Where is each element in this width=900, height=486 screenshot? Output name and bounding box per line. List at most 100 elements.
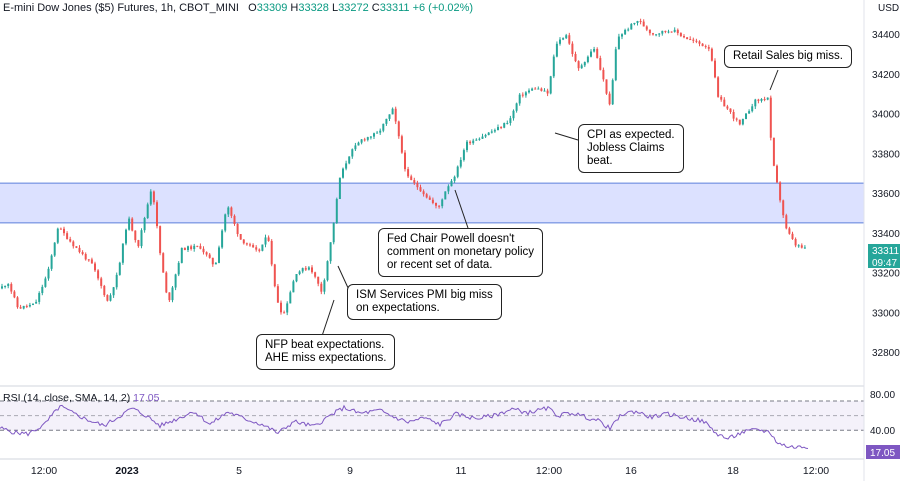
candle-body	[571, 43, 574, 54]
candle-body	[273, 264, 276, 287]
candle-body	[599, 58, 602, 70]
candle-body	[357, 142, 360, 146]
candle-body	[456, 166, 459, 177]
candle-body	[506, 122, 509, 124]
candle-body	[673, 29, 676, 32]
candle-body	[590, 51, 592, 57]
candle-body	[400, 136, 403, 153]
candle-body	[450, 180, 453, 187]
candle-body	[701, 43, 704, 47]
candle-body	[583, 62, 586, 66]
candle-body	[692, 39, 695, 41]
candle-body	[664, 30, 667, 32]
annotation-cpi[interactable]: CPI as expected. Jobless Claims beat.	[578, 124, 684, 173]
candle-body	[776, 165, 778, 183]
candle-body	[763, 99, 766, 101]
price-tick-34000: 34000	[872, 110, 900, 121]
annotation-nfp[interactable]: NFP beat expectations. AHE miss expectat…	[256, 334, 396, 370]
candle-body	[342, 168, 344, 178]
candle-body	[283, 312, 286, 314]
candle-body	[391, 108, 394, 115]
candle-body	[537, 88, 540, 90]
annotation-ism[interactable]: ISM Services PMI big miss on expectation…	[347, 284, 502, 320]
candle-body	[490, 131, 493, 133]
candle-body	[227, 207, 230, 215]
candle-body	[394, 108, 397, 122]
candle-body	[354, 145, 357, 150]
candle-body	[735, 118, 738, 120]
candle-body	[162, 253, 165, 273]
price-tick-34200: 34200	[872, 70, 900, 81]
candle-body	[385, 118, 388, 124]
candle-body	[103, 285, 106, 296]
candle-body	[379, 130, 382, 133]
candle-body	[602, 69, 605, 80]
change-value: +6 (+0.02%)	[412, 2, 474, 14]
time-axis[interactable]: 12:00 2023 5 9 11 12:00 16 18 12:00	[31, 465, 829, 477]
last-price-tag	[868, 244, 900, 268]
candle-body	[515, 103, 518, 111]
candle-body	[115, 274, 118, 288]
candle-body	[25, 305, 28, 307]
candle-body	[320, 283, 323, 292]
price-axis: 32800 33000 33200 33400 33600 33800 34000 34200…	[872, 30, 900, 359]
rsi-label: RSI (14, close, SMA, 14, 2)	[3, 392, 131, 404]
rsi-value-tag-text: 17.05	[870, 448, 895, 459]
candle-body	[87, 259, 90, 261]
candle-body	[329, 242, 332, 262]
annotation-retail-sales[interactable]: Retail Sales big miss.	[724, 45, 852, 68]
last-price-value: 33311	[872, 246, 900, 257]
candle-body	[261, 244, 264, 251]
candle-body	[707, 47, 710, 49]
candle-body	[624, 29, 627, 35]
candle-body	[50, 255, 53, 269]
candle-body	[503, 123, 506, 128]
candle-body	[137, 240, 140, 247]
candle-body	[236, 223, 239, 235]
candle-body	[633, 22, 636, 25]
candle-body	[388, 114, 391, 119]
candle-body	[41, 286, 44, 294]
candle-body	[593, 49, 596, 52]
candle-body	[106, 295, 109, 301]
candle-body	[425, 194, 428, 198]
open-label: O	[248, 2, 257, 14]
countdown-timer: 09:47	[872, 258, 897, 269]
candle-body	[317, 276, 320, 284]
candlestick-series	[1, 18, 806, 316]
candle-body	[165, 272, 168, 293]
candle-body	[180, 247, 183, 263]
candle-body	[326, 261, 329, 281]
candle-body	[617, 36, 620, 50]
candle-body	[28, 304, 31, 307]
candle-body	[81, 252, 84, 255]
candle-body	[32, 303, 34, 305]
candle-body	[214, 262, 217, 265]
candle-body	[187, 246, 189, 250]
candle-body	[345, 163, 348, 169]
candle-body	[714, 60, 716, 78]
candle-body	[121, 243, 124, 263]
candle-body	[63, 228, 65, 234]
candle-body	[202, 248, 205, 253]
candle-body	[373, 133, 375, 137]
candle-body	[286, 303, 289, 313]
candle-body	[670, 31, 673, 33]
candle-body	[698, 41, 701, 44]
symbol-title: E-mini Dow Jones ($5) Futures, 1h, CBOT_…	[3, 2, 239, 14]
time-tick-label: 11	[456, 465, 467, 477]
candle-body	[159, 226, 162, 254]
candle-body	[295, 274, 298, 282]
candle-body	[332, 223, 335, 243]
candle-body	[140, 230, 143, 247]
candle-body	[565, 35, 568, 39]
candle-body	[72, 241, 75, 247]
legend-header: E-mini Dow Jones ($5) Futures, 1h, CBOT_…	[3, 2, 473, 14]
candle-body	[143, 217, 146, 231]
candle-body	[134, 230, 137, 241]
annotation-powell[interactable]: Fed Chair Powell doesn't comment on mone…	[378, 228, 544, 277]
candle-body	[472, 140, 475, 144]
candle-body	[655, 34, 658, 36]
